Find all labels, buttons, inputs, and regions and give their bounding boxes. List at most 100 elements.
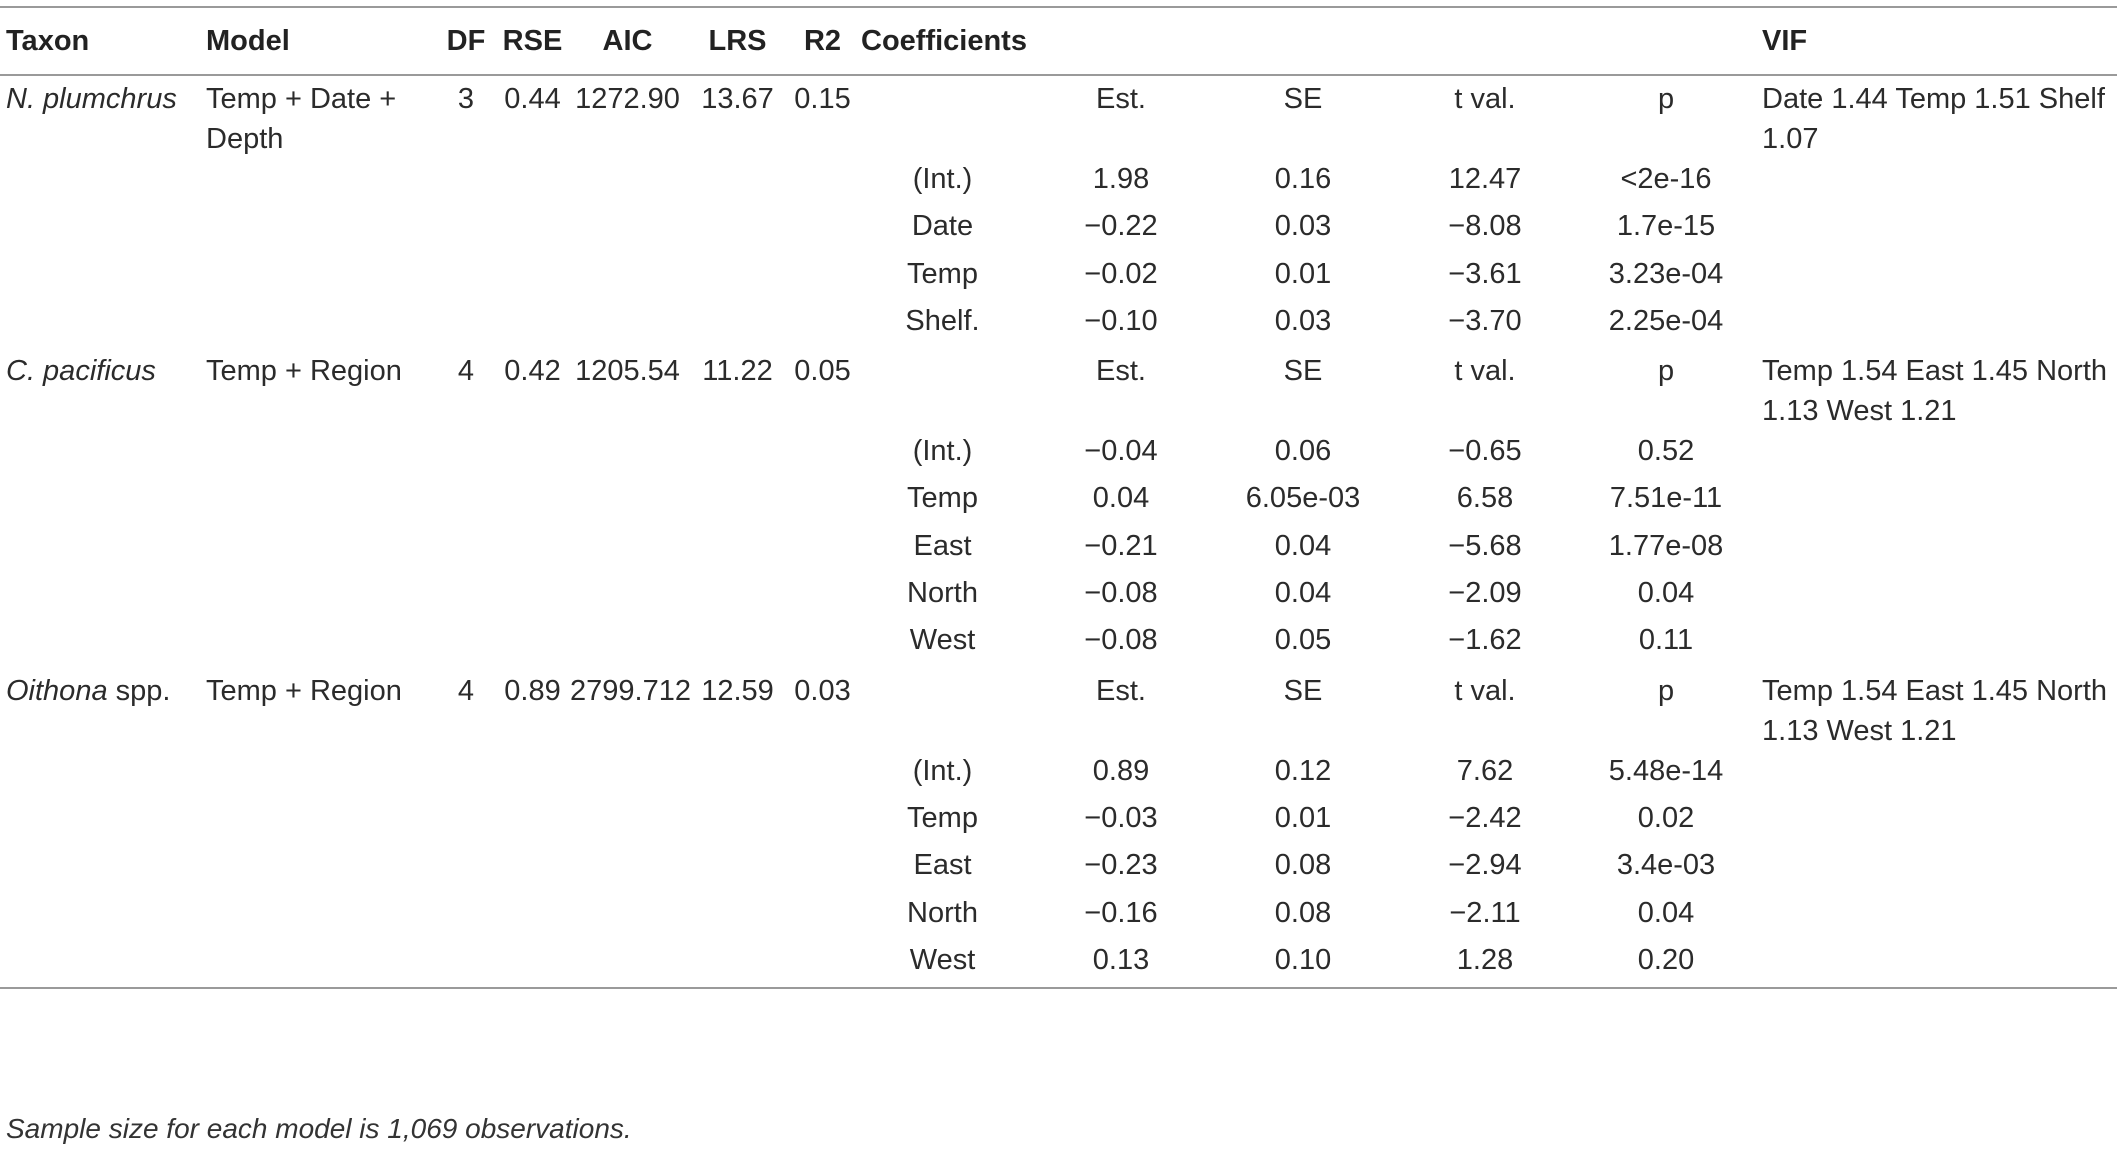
coef-p: 1.77e-08 xyxy=(1608,529,1724,562)
coef-est: 0.04 xyxy=(1092,482,1150,515)
coef-p: 0.11 xyxy=(1638,624,1694,657)
empty-cell xyxy=(1756,751,2117,798)
empty-cell xyxy=(200,206,437,253)
coef-header-se: SE xyxy=(1283,355,1323,388)
coef-est: 1.98 xyxy=(1092,163,1150,195)
coef-tval: −2.42 xyxy=(1448,801,1522,834)
empty-cell xyxy=(790,751,855,798)
empty-cell xyxy=(570,478,685,525)
header-df: DF xyxy=(437,6,495,76)
coef-header-est: Est. xyxy=(1096,355,1146,388)
empty-cell xyxy=(200,798,437,845)
rse-cell: 0.89 xyxy=(504,674,561,707)
empty-cell xyxy=(200,845,437,892)
coef-term: Temp xyxy=(907,801,978,834)
empty-cell xyxy=(790,301,855,348)
coef-term-header xyxy=(855,668,1030,751)
coef-header-se: SE xyxy=(1283,83,1323,115)
empty-cell xyxy=(0,893,200,940)
empty-cell xyxy=(495,620,570,667)
empty-cell xyxy=(570,206,685,253)
coefficient-row: Temp −0.02 0.01 −3.61 3.23e-04 xyxy=(0,254,2117,301)
header-coefficients: Coefficients xyxy=(855,6,1757,76)
empty-cell xyxy=(437,478,495,525)
empty-cell xyxy=(685,620,790,667)
taxon-name: C. pacificus xyxy=(6,355,156,388)
empty-cell xyxy=(570,159,685,206)
coef-se: 0.08 xyxy=(1274,896,1332,929)
empty-cell xyxy=(0,159,200,206)
r2-cell: 0.05 xyxy=(794,355,851,388)
empty-cell xyxy=(495,431,570,478)
empty-cell xyxy=(200,893,437,940)
aic-cell: 1272.90 xyxy=(575,83,680,115)
coefficient-row: North −0.08 0.04 −2.09 0.04 xyxy=(0,573,2117,620)
lrs-cell: 11.22 xyxy=(702,355,773,388)
coef-term-header xyxy=(855,75,1030,159)
empty-cell xyxy=(570,431,685,478)
coef-est: −0.04 xyxy=(1084,435,1158,468)
coef-tval: −2.11 xyxy=(1449,896,1521,929)
empty-cell xyxy=(790,893,855,940)
vif-cell: Date 1.44 Temp 1.51 Shelf 1.07 xyxy=(1762,83,2105,155)
empty-cell xyxy=(685,478,790,525)
empty-cell xyxy=(790,939,855,990)
coef-est: −0.21 xyxy=(1084,529,1158,562)
empty-cell xyxy=(495,254,570,301)
model-cell: Temp + Region xyxy=(206,674,402,707)
empty-cell xyxy=(1756,845,2117,892)
taxon-suffix: spp. xyxy=(107,674,171,707)
coef-est: −0.03 xyxy=(1084,801,1158,834)
empty-cell xyxy=(0,939,200,990)
empty-cell xyxy=(1756,798,2117,845)
empty-cell xyxy=(790,798,855,845)
empty-cell xyxy=(790,206,855,253)
coef-term: Temp xyxy=(907,257,978,290)
empty-cell xyxy=(1756,893,2117,940)
coef-tval: −2.94 xyxy=(1448,849,1522,882)
coef-tval: −1.62 xyxy=(1448,624,1522,657)
empty-cell xyxy=(0,478,200,525)
taxon-cell: N. plumchrus xyxy=(0,75,200,159)
empty-cell xyxy=(0,206,200,253)
empty-cell xyxy=(1756,431,2117,478)
empty-cell xyxy=(1756,478,2117,525)
coef-se: 0.10 xyxy=(1212,939,1394,990)
empty-cell xyxy=(685,751,790,798)
empty-cell xyxy=(0,798,200,845)
coef-se: 0.08 xyxy=(1274,849,1332,882)
empty-cell xyxy=(790,159,855,206)
vif-cell: Temp 1.54 East 1.45 North 1.13 West 1.21 xyxy=(1762,674,2108,747)
empty-cell xyxy=(570,526,685,573)
coef-p: 1.7e-15 xyxy=(1616,210,1716,243)
empty-cell xyxy=(495,751,570,798)
empty-cell xyxy=(790,620,855,667)
coef-tval: −8.08 xyxy=(1448,210,1522,243)
empty-cell xyxy=(790,431,855,478)
coefficient-row: (Int.) 1.98 0.16 12.47 <2e-16 xyxy=(0,159,2117,206)
empty-cell xyxy=(1756,206,2117,253)
empty-cell xyxy=(685,254,790,301)
coef-term: Shelf. xyxy=(905,304,980,337)
empty-cell xyxy=(200,301,437,348)
coef-tval: −0.65 xyxy=(1448,435,1522,468)
empty-cell xyxy=(495,526,570,573)
coef-se: 6.05e-03 xyxy=(1245,482,1361,515)
empty-cell xyxy=(437,431,495,478)
empty-cell xyxy=(495,159,570,206)
aic-cell: 1205.54 xyxy=(575,355,680,388)
coef-est: −0.08 xyxy=(1084,624,1158,657)
model-cell: Temp + Date + Depth xyxy=(206,83,397,155)
rse-cell: 0.42 xyxy=(504,355,561,388)
coef-se: 0.03 xyxy=(1274,304,1332,337)
empty-cell xyxy=(200,751,437,798)
empty-cell xyxy=(790,845,855,892)
empty-cell xyxy=(685,159,790,206)
empty-cell xyxy=(685,893,790,940)
coef-est: 0.13 xyxy=(1030,939,1212,990)
header-r2: R2 xyxy=(790,6,855,76)
coef-se: 0.04 xyxy=(1274,577,1332,610)
empty-cell xyxy=(570,301,685,348)
empty-cell xyxy=(437,939,495,990)
taxon-name: N. plumchrus xyxy=(6,83,177,115)
